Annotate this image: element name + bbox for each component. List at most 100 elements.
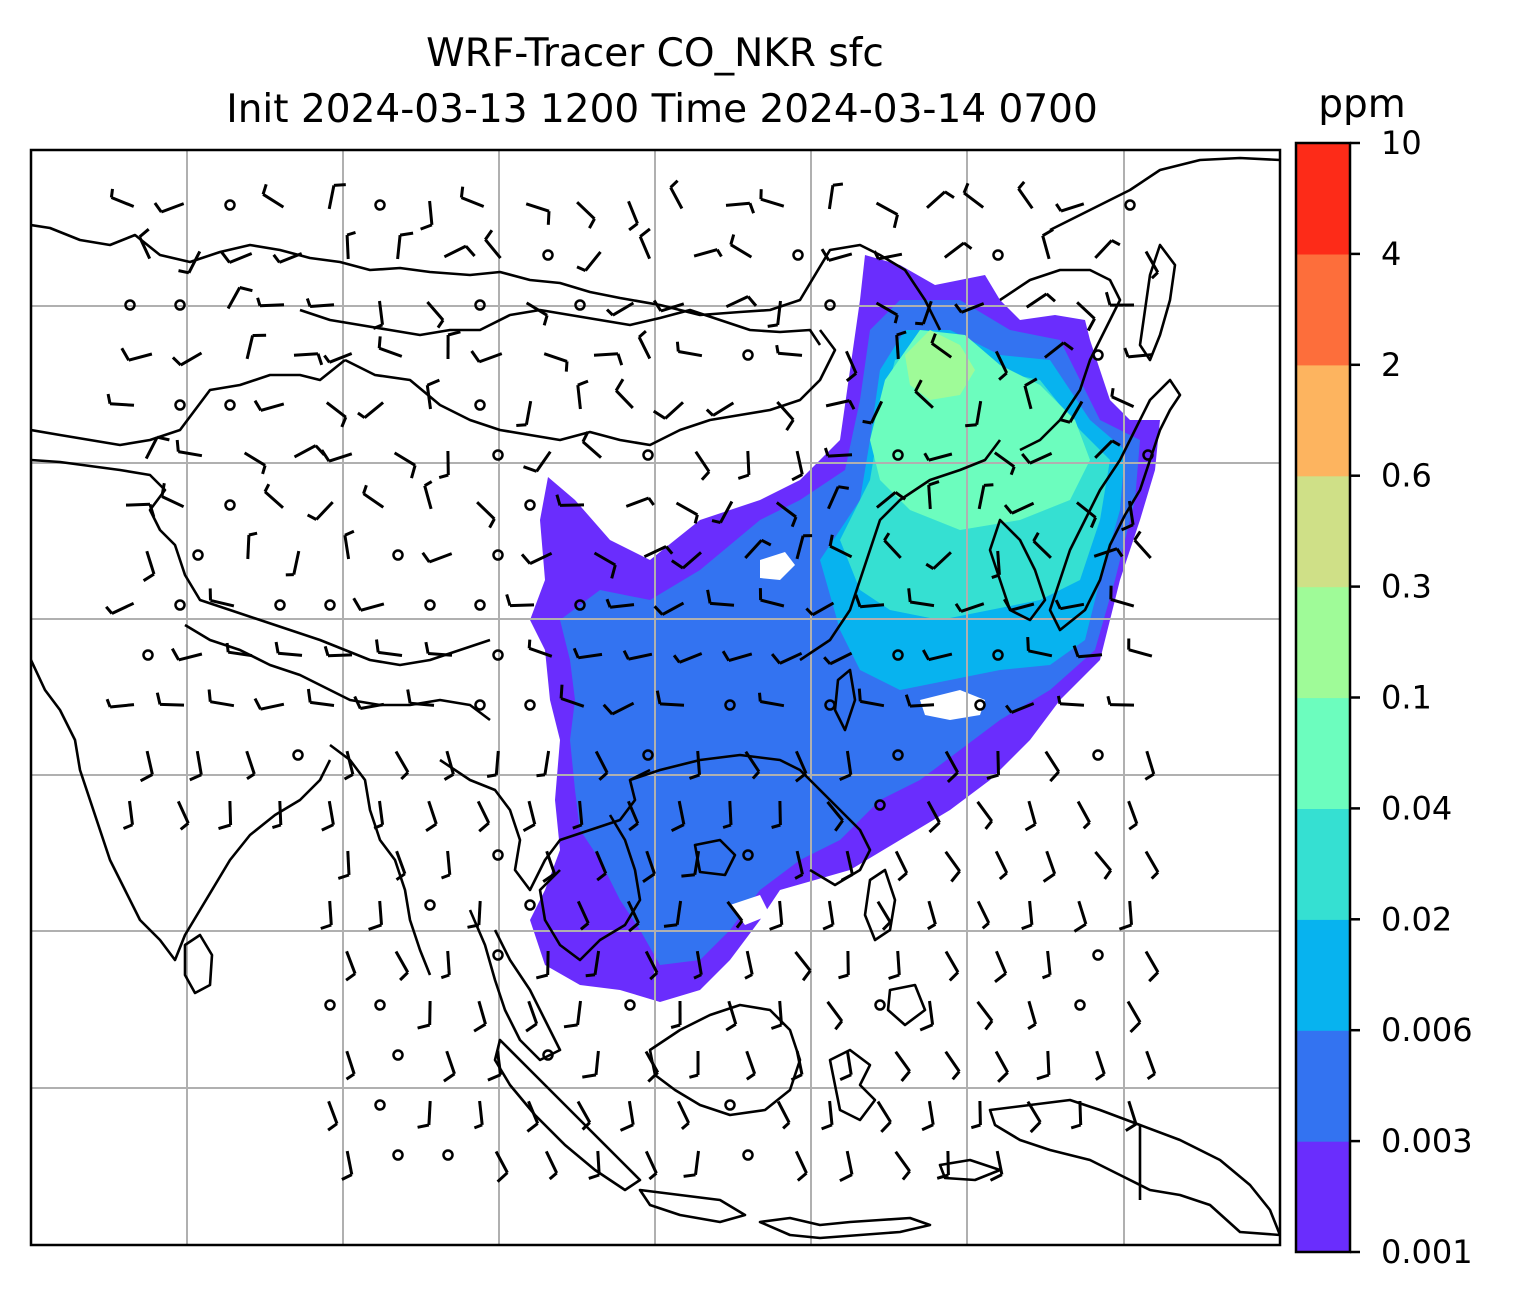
- wind-barb-flag: [153, 202, 163, 213]
- wind-barb-shaft: [760, 598, 785, 608]
- wind-barb-shaft: [179, 351, 203, 367]
- wind-barb-flag: [880, 1120, 892, 1133]
- wind-barb-flag: [794, 873, 804, 880]
- wind-barb-flag: [548, 1171, 558, 1181]
- wind-barb-shaft: [1076, 800, 1091, 824]
- calm-wind-circle: [524, 499, 536, 511]
- wind-barb-flag: [769, 923, 783, 931]
- wind-barb-shaft: [560, 697, 585, 708]
- wind-barb-shaft: [393, 451, 416, 467]
- wind-barb-flag: [915, 321, 924, 326]
- wind-barb-flag: [486, 773, 497, 778]
- wind-barb-shaft: [675, 501, 699, 517]
- wind-barb-flag: [1082, 821, 1091, 830]
- colorbar-tick-label: 0.02: [1381, 900, 1452, 938]
- colorbar-tick-label: 2: [1381, 346, 1401, 384]
- wind-barb-shaft: [1075, 501, 1097, 519]
- calm-wind-circle: [224, 399, 236, 411]
- wind-barb-flag: [834, 1020, 844, 1031]
- wind-barb-shaft: [176, 800, 190, 824]
- wind-barb-shaft: [894, 1150, 911, 1173]
- wind-barb-shaft: [210, 598, 235, 608]
- wind-barb-shaft: [811, 601, 835, 617]
- wind-barb-shaft: [477, 1000, 487, 1025]
- wind-barb-flag: [357, 411, 366, 419]
- wind-barb-shaft: [795, 750, 808, 774]
- wind-barb-shaft: [496, 1050, 503, 1075]
- wind-barb-shaft: [427, 800, 438, 825]
- wind-barb-shaft: [144, 436, 159, 460]
- wind-barb-shaft: [694, 1150, 700, 1175]
- wind-barb-shaft: [829, 651, 853, 666]
- wind-barb-flag: [839, 773, 852, 781]
- colorbar-tick-label: 0.04: [1381, 789, 1452, 827]
- wind-barb-shaft: [845, 1050, 853, 1075]
- wind-barb-flag: [395, 872, 406, 881]
- wind-barb-shaft: [627, 200, 639, 225]
- wind-barb-flag: [700, 470, 711, 481]
- wind-barb-shaft: [909, 703, 935, 708]
- wind-barb-flag: [1148, 971, 1160, 983]
- wind-barb-flag: [767, 323, 778, 328]
- wind-barb-flag: [954, 303, 963, 314]
- wind-barb-shaft: [346, 850, 351, 876]
- wind-barb-shaft: [976, 800, 994, 822]
- calm-wind-circle: [1092, 749, 1104, 761]
- wind-barb-flag: [928, 480, 940, 487]
- wind-barb-flag: [344, 529, 355, 537]
- wind-barb-flag: [426, 378, 440, 387]
- calm-wind-circle: [174, 599, 186, 611]
- wind-barb-flag: [639, 227, 651, 238]
- wind-barb-shaft: [178, 450, 203, 458]
- colorbar: ppm 0.001 0.003 0.006 0.02 0.04 0.1 0.3 0.6 2 4 10: [1294, 82, 1473, 1271]
- wind-barb-flag: [522, 465, 538, 473]
- wind-barb-flag: [520, 553, 532, 565]
- calm-wind-circle: [642, 749, 654, 761]
- wind-barb-shaft: [394, 750, 410, 774]
- wind-barb-flag: [1055, 203, 1063, 212]
- wind-barb-shaft: [327, 185, 336, 210]
- wind-barb-flag: [823, 447, 830, 457]
- wind-barb-shaft: [746, 450, 751, 476]
- wind-barb-shaft: [627, 800, 640, 824]
- border-mongolia-russia: [299, 308, 822, 346]
- calm-wind-circle: [742, 1149, 754, 1161]
- wind-barb-flag: [951, 1070, 961, 1081]
- wind-barb-shaft: [777, 351, 803, 357]
- wind-barb-flag: [997, 1071, 1009, 1083]
- wind-barb-shaft: [1029, 452, 1053, 465]
- wind-barb-flag: [423, 480, 433, 487]
- calm-wind-circle: [724, 699, 736, 711]
- wind-barb-shaft: [994, 350, 1009, 374]
- wind-barb-flag: [546, 211, 551, 225]
- wind-barb-flag: [1045, 292, 1056, 303]
- wind-barb-shaft: [693, 248, 718, 258]
- wind-barb-flag: [1021, 923, 1033, 931]
- wind-barb-flag: [735, 919, 744, 929]
- wind-barb-flag: [873, 250, 880, 260]
- wind-barb-flag: [914, 379, 923, 393]
- wind-barb-flag: [770, 653, 781, 665]
- wind-barb-flag: [1104, 291, 1112, 306]
- wind-barb-shaft: [794, 1150, 808, 1174]
- wind-barb-flag: [888, 973, 900, 980]
- calm-wind-circle: [824, 299, 836, 311]
- wind-barb-shaft: [1127, 500, 1135, 526]
- wind-barb-flag: [828, 534, 834, 547]
- wind-barb-flag: [1026, 637, 1030, 651]
- coastline-sulawesi: [828, 1048, 877, 1122]
- wind-barb-flag: [669, 179, 679, 189]
- wind-barb-flag: [305, 298, 312, 307]
- wind-barb-flag: [496, 1171, 509, 1183]
- field-hole-east-china: [920, 690, 985, 720]
- wind-barb-shaft: [726, 900, 744, 922]
- wind-barb-flag: [105, 605, 114, 615]
- wind-barb-flag: [716, 248, 723, 258]
- wind-barb-flag: [120, 347, 131, 361]
- coastline-india: [31, 659, 332, 962]
- calm-wind-circle: [492, 449, 504, 461]
- coastline-russia-north: [31, 223, 942, 331]
- wind-barb-shaft: [927, 484, 932, 510]
- wind-barb-shaft: [529, 551, 553, 565]
